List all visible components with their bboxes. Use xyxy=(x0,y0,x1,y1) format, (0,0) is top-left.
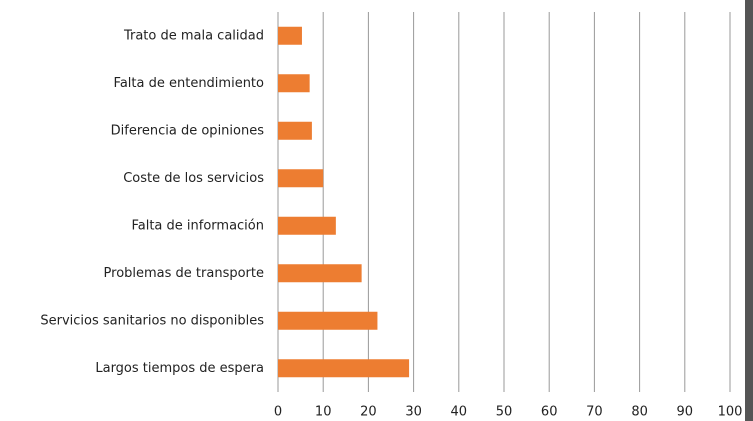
bar xyxy=(278,359,410,378)
y-tick-label: Diferencia de opiniones xyxy=(111,123,265,138)
y-tick-label: Coste de los servicios xyxy=(123,171,264,186)
x-tick-label: 50 xyxy=(496,405,513,420)
bar xyxy=(278,121,312,140)
x-tick-label: 100 xyxy=(718,405,743,420)
x-tick-label: 90 xyxy=(677,405,694,420)
x-tick-label: 10 xyxy=(315,405,332,420)
y-tick-label: Falta de entendimiento xyxy=(114,76,264,91)
x-tick-label: 0 xyxy=(274,405,282,420)
y-tick-label: Servicios sanitarios no disponibles xyxy=(40,313,264,328)
bar xyxy=(278,264,362,283)
edge-shadow xyxy=(745,0,753,421)
x-tick-label: 80 xyxy=(631,405,648,420)
y-tick-label: Falta de información xyxy=(131,218,264,233)
bar xyxy=(278,216,336,235)
x-tick-label: 30 xyxy=(405,405,422,420)
x-tick-label: 60 xyxy=(541,405,558,420)
x-tick-label: 20 xyxy=(360,405,377,420)
bar xyxy=(278,74,310,93)
bar xyxy=(278,311,378,330)
x-tick-label: 40 xyxy=(451,405,468,420)
x-tick-label: 70 xyxy=(586,405,603,420)
y-tick-label: Problemas de transporte xyxy=(104,266,264,281)
bar xyxy=(278,169,324,188)
y-tick-label: Largos tiempos de espera xyxy=(95,361,264,376)
bar xyxy=(278,26,302,45)
y-tick-label: Trato de mala calidad xyxy=(123,28,264,43)
